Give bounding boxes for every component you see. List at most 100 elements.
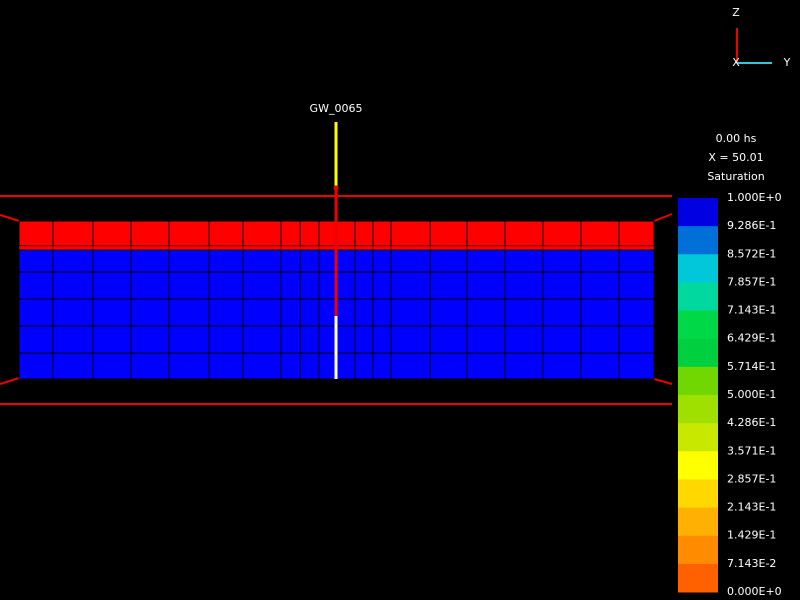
mesh-cell [354, 271, 374, 300]
mesh-cell [354, 220, 374, 247]
mesh-cell [335, 325, 356, 354]
mesh-cell [542, 352, 582, 380]
mesh-cell [335, 298, 356, 327]
mesh-cell [618, 220, 655, 247]
mesh-cell [354, 298, 374, 327]
mesh-cell [168, 220, 210, 247]
mesh [18, 220, 655, 380]
mesh-cell [390, 352, 431, 380]
mesh-cell [130, 249, 170, 273]
mesh-cell [130, 352, 170, 380]
legend-label: 4.286E-1 [727, 416, 776, 429]
mesh-cell [208, 271, 244, 300]
mesh-cell [130, 245, 170, 251]
mesh-cell [504, 298, 544, 327]
mesh-cell [52, 249, 94, 273]
mesh-cell [318, 325, 337, 354]
mesh-cell [466, 271, 506, 300]
mesh-cell [168, 245, 210, 251]
mesh-cell [580, 249, 620, 273]
mesh-cell [372, 249, 392, 273]
mesh-cell [130, 271, 170, 300]
mesh-cell [168, 298, 210, 327]
mesh-cell [580, 245, 620, 251]
mesh-cell [354, 325, 374, 354]
mesh-cell [372, 298, 392, 327]
mesh-cell [429, 245, 468, 251]
mesh-cell [18, 220, 54, 247]
mesh-cell [504, 220, 544, 247]
mesh-cell [318, 220, 337, 247]
mesh-cell [580, 325, 620, 354]
mesh-cell [429, 271, 468, 300]
mesh-cell [429, 352, 468, 380]
y-axis-label: Y [783, 56, 791, 69]
well-marker [333, 185, 339, 191]
variable-label: Saturation [707, 170, 764, 183]
mesh-cell [208, 325, 244, 354]
mesh-cell [504, 245, 544, 251]
mesh-cell [168, 325, 210, 354]
legend-swatch [678, 254, 718, 283]
legend-label: 8.572E-1 [727, 247, 776, 260]
frame-line [653, 378, 673, 385]
mesh-cell [618, 245, 655, 251]
mesh-cell [466, 245, 506, 251]
mesh-cell [580, 298, 620, 327]
mesh-cell [92, 245, 132, 251]
legend-label: 5.000E-1 [727, 388, 776, 401]
legend-swatch [678, 226, 718, 255]
mesh-cell [335, 220, 356, 247]
mesh-cell [280, 220, 301, 247]
mesh-cell [299, 352, 320, 380]
legend-label: 2.857E-1 [727, 472, 776, 485]
mesh-cell [92, 325, 132, 354]
mesh-cell [429, 220, 468, 247]
legend-label: 7.143E-1 [727, 304, 776, 317]
legend-swatch [678, 310, 718, 340]
mesh-cell [299, 271, 320, 300]
mesh-cell [280, 271, 301, 300]
mesh-cell [92, 298, 132, 327]
mesh-cell [372, 352, 392, 380]
mesh-cell [466, 298, 506, 327]
mesh-cell [208, 245, 244, 251]
legend-swatch [678, 535, 718, 565]
legend-swatch [678, 507, 718, 537]
mesh-cell [242, 245, 282, 251]
mesh-cell [504, 352, 544, 380]
mesh-cell [299, 298, 320, 327]
mesh-cell [130, 325, 170, 354]
mesh-cell [354, 352, 374, 380]
legend-swatch [678, 479, 718, 509]
mesh-cell [542, 220, 582, 247]
mesh-cell [335, 271, 356, 300]
mesh-cell [52, 325, 94, 354]
mesh-cell [208, 220, 244, 247]
mesh-cell [318, 245, 337, 251]
mesh-cell [429, 325, 468, 354]
frame-line [653, 213, 673, 222]
mesh-cell [18, 245, 54, 251]
mesh-cell [390, 298, 431, 327]
mesh-cell [299, 249, 320, 273]
mesh-cell [130, 298, 170, 327]
mesh-cell [372, 245, 392, 251]
mesh-cell [542, 325, 582, 354]
legend-label: 7.857E-1 [727, 275, 776, 288]
legend-swatch [678, 338, 718, 368]
mesh-cell [580, 271, 620, 300]
legend-label: 1.429E-1 [727, 529, 776, 542]
mesh-cell [390, 249, 431, 273]
mesh-cell [390, 271, 431, 300]
mesh-cell [280, 352, 301, 380]
mesh-cell [580, 352, 620, 380]
mesh-cell [18, 271, 54, 300]
mesh-cell [242, 298, 282, 327]
mesh-cell [354, 249, 374, 273]
mesh-cell [168, 352, 210, 380]
legend-swatch [678, 395, 718, 424]
mesh-cell [466, 249, 506, 273]
mesh-cell [52, 271, 94, 300]
